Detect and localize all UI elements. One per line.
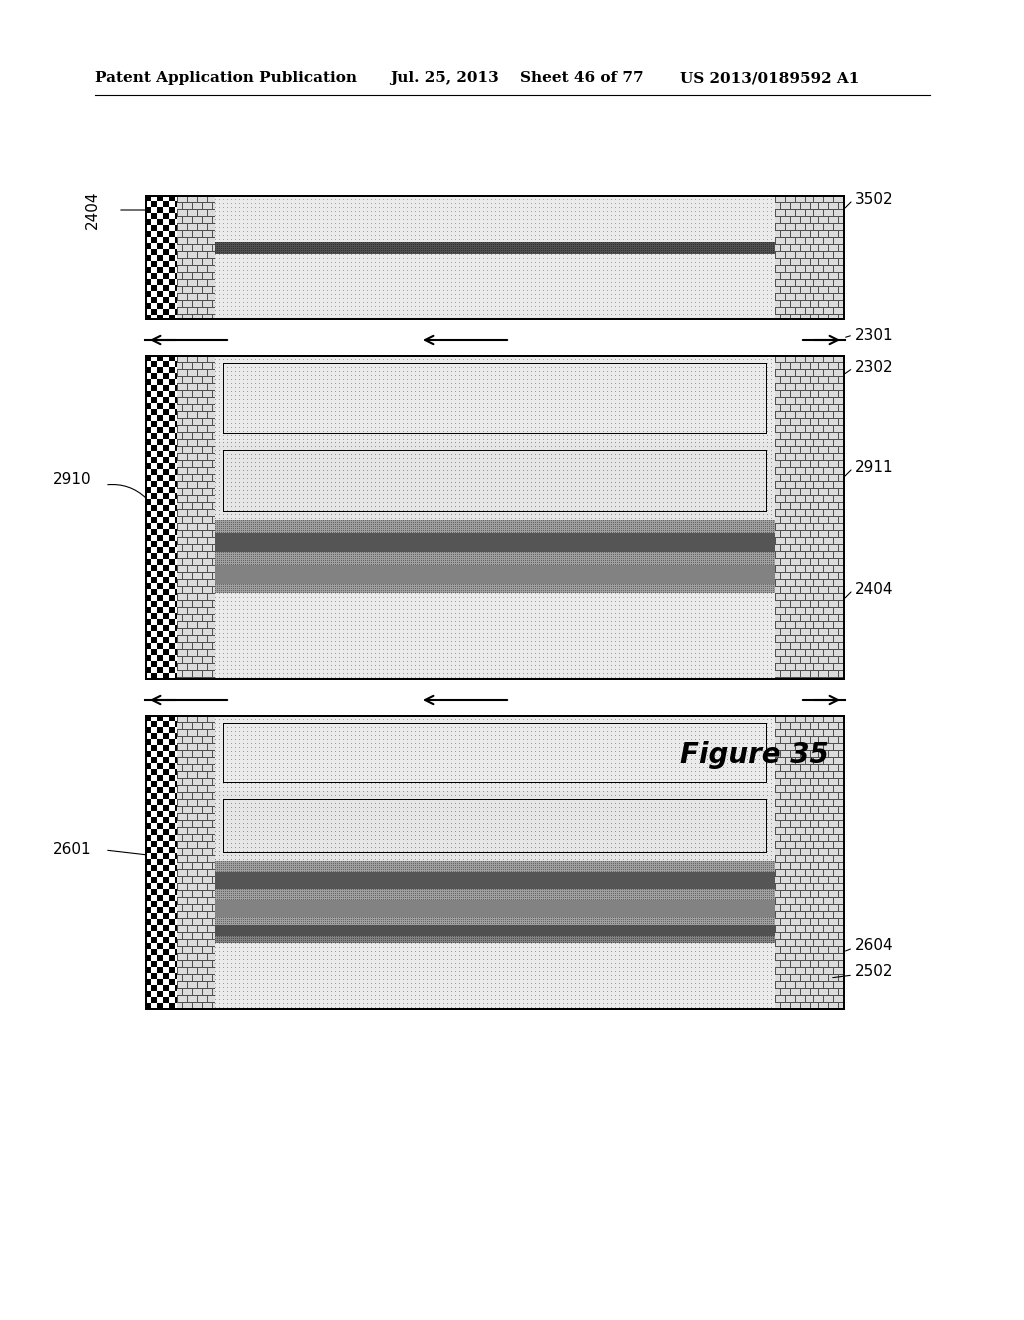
Text: 2404: 2404 xyxy=(85,191,100,230)
Text: 3502: 3502 xyxy=(855,193,894,207)
Text: US 2013/0189592 A1: US 2013/0189592 A1 xyxy=(680,71,859,84)
Text: 2604: 2604 xyxy=(855,937,894,953)
Text: 2502: 2502 xyxy=(855,965,894,979)
Text: 2301: 2301 xyxy=(855,327,894,342)
Text: Figure 35: Figure 35 xyxy=(680,741,828,770)
Text: Jul. 25, 2013: Jul. 25, 2013 xyxy=(390,71,499,84)
Text: 2302: 2302 xyxy=(855,360,894,375)
Text: Sheet 46 of 77: Sheet 46 of 77 xyxy=(520,71,644,84)
Text: 2404: 2404 xyxy=(855,582,894,598)
Text: 2601: 2601 xyxy=(53,842,92,858)
Text: Patent Application Publication: Patent Application Publication xyxy=(95,71,357,84)
Text: 2911: 2911 xyxy=(855,461,894,475)
Text: 2910: 2910 xyxy=(53,473,92,487)
